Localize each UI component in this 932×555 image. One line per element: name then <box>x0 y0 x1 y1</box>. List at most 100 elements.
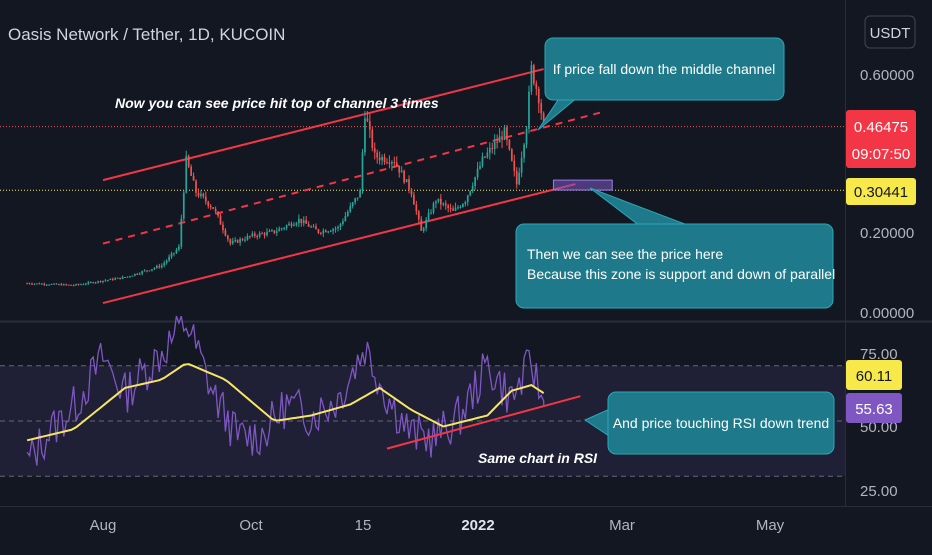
candle-body <box>501 136 503 140</box>
candle-body <box>415 204 418 212</box>
channel-lower-line <box>102 183 576 305</box>
candle-body <box>364 118 366 153</box>
candle-body <box>209 206 212 208</box>
candle-body <box>136 273 139 275</box>
candle-body <box>36 283 38 285</box>
candle-body <box>246 236 249 240</box>
candle-body <box>337 226 339 229</box>
channel-upper-line <box>102 68 544 182</box>
candle-body <box>498 136 501 143</box>
candle-body <box>131 275 134 277</box>
candle-body <box>222 224 224 231</box>
candle-body <box>236 239 239 243</box>
candle-body <box>234 239 237 242</box>
candle-body <box>457 207 459 209</box>
candle-body <box>182 192 185 219</box>
candle-body <box>261 233 263 235</box>
candle-body <box>187 155 190 167</box>
candle-body <box>50 284 53 286</box>
candle-body <box>413 194 415 205</box>
candle-body <box>111 278 114 280</box>
candle-body <box>315 226 317 230</box>
candle-body <box>82 284 85 286</box>
candle-body <box>185 155 188 193</box>
rsi-axis[interactable]: 75.00 50.00 25.00 60.11 55.63 <box>846 346 902 500</box>
candle-body <box>256 235 259 237</box>
candle-body <box>459 206 462 208</box>
candle-body <box>535 83 538 89</box>
callout-support-zone[interactable]: Then we can see the price here Because t… <box>515 187 835 309</box>
candle-body <box>219 215 222 225</box>
candle-body <box>80 284 82 286</box>
callout-support-line2: Because this zone is support and down of… <box>527 266 835 282</box>
candle-body <box>356 197 359 199</box>
rsi-trendline <box>386 395 581 450</box>
candle-body <box>349 206 352 212</box>
candle-body <box>354 198 357 203</box>
candle-body <box>109 278 112 280</box>
candle-body <box>371 129 374 149</box>
candle-body <box>229 239 232 244</box>
candle-body <box>26 283 28 285</box>
candle-body <box>466 195 469 203</box>
candle-body <box>92 282 95 284</box>
candle-body <box>62 284 65 286</box>
price-axis[interactable]: 0.60000 0.20000 0.00000 0.46475 09:07:50… <box>846 67 916 322</box>
annotation-rsi-caption[interactable]: Same chart in RSI <box>478 450 598 466</box>
time-label: May <box>756 517 785 534</box>
candle-body <box>528 91 530 129</box>
candle-body <box>231 241 234 244</box>
candle-body <box>204 196 207 202</box>
candle-body <box>439 198 442 205</box>
price-tick-label: 0.20000 <box>860 225 914 242</box>
candle-body <box>510 149 513 161</box>
candle-body <box>143 270 146 272</box>
candle-body <box>491 147 494 149</box>
candle-body <box>146 270 148 272</box>
candle-body <box>324 230 327 233</box>
rsi-ma-label: 60.11 <box>856 368 892 385</box>
candles[interactable] <box>26 60 545 287</box>
candle-body <box>307 223 310 227</box>
annotation-top-of-channel[interactable]: Now you can see price hit top of channel… <box>115 95 439 111</box>
candle-body <box>488 147 491 153</box>
candle-body <box>386 162 388 164</box>
current-price-badge <box>846 110 916 168</box>
candle-body <box>464 202 467 204</box>
rsi-tick-label: 75.00 <box>860 346 898 363</box>
candle-body <box>241 239 244 241</box>
candle-body <box>312 226 315 228</box>
support-zone <box>552 179 613 191</box>
candle-body <box>121 276 124 279</box>
candle-body <box>107 279 109 281</box>
candle-body <box>226 235 229 240</box>
candle-body <box>425 219 428 229</box>
candle-body <box>28 283 31 285</box>
candle-body <box>447 205 450 209</box>
candle-body <box>452 208 454 211</box>
candle-body <box>305 220 308 224</box>
candle-body <box>508 139 511 150</box>
candle-body <box>43 283 46 285</box>
rsi-indicator[interactable] <box>26 315 581 466</box>
currency-button[interactable]: USDT <box>864 15 916 49</box>
price-tick-label: 0.60000 <box>860 67 914 84</box>
candle-body <box>442 203 445 205</box>
candle-body <box>275 231 278 233</box>
callout-rsi-trend[interactable]: And price touching RSI down trend <box>583 391 835 455</box>
callout-middle-channel[interactable]: If price fall down the middle channel <box>537 37 785 131</box>
candle-body <box>239 239 241 243</box>
candle-body <box>332 229 334 232</box>
candle-body <box>359 190 361 198</box>
time-axis[interactable]: Aug Oct 15 2022 Mar May <box>90 517 785 534</box>
parallel-channel[interactable] <box>102 68 613 305</box>
candle-body <box>244 239 246 241</box>
candle-body <box>31 283 33 285</box>
candle-body <box>302 220 305 224</box>
candle-body <box>395 162 398 166</box>
support-price-badge <box>846 178 916 205</box>
callout-middle-channel-text: If price fall down the middle channel <box>553 61 776 77</box>
candle-body <box>195 180 197 193</box>
